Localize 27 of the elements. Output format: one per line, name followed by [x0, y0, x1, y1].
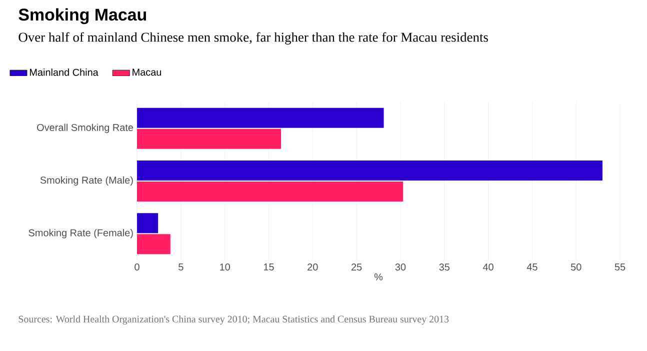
- source-note: Sources: World Health Organization's China survey 2010; Macau Statistics and Census Bureau survey 2013: [18, 315, 449, 325]
- y-tick-label: Smoking Rate (Female): [28, 229, 133, 238]
- bar: [137, 160, 602, 180]
- chart-title: Smoking Macau: [18, 8, 146, 24]
- x-tick-label: 35: [439, 264, 450, 271]
- bar: [137, 234, 170, 254]
- bar: [137, 128, 282, 149]
- x-tick-label: 10: [220, 264, 230, 271]
- bar: [137, 182, 404, 202]
- x-tick-label: 0: [134, 264, 140, 271]
- x-tick-label: 55: [614, 264, 626, 270]
- y-tick-label: Overall Smoking Rate: [37, 124, 134, 133]
- x-tick-label: 5: [178, 264, 184, 270]
- x-tick-label: 45: [526, 264, 538, 270]
- x-tick-label: 25: [352, 264, 362, 271]
- x-tick-label: 30: [395, 264, 406, 271]
- legend-label: Mainland China: [30, 68, 98, 76]
- x-axis-title: %: [374, 273, 383, 280]
- bar: [137, 213, 158, 234]
- bar: [137, 108, 384, 128]
- x-tick-label: 15: [264, 264, 274, 270]
- x-tick-label: 40: [482, 264, 494, 271]
- y-tick-label: Smoking Rate (Male): [40, 176, 133, 186]
- legend-label: Macau: [132, 68, 162, 76]
- x-tick-label: 50: [570, 264, 582, 271]
- x-tick-label: 20: [308, 264, 318, 271]
- chart-subtitle: Over half of mainland Chinese men smoke, far higher than the rate for Macau residents: [18, 32, 488, 45]
